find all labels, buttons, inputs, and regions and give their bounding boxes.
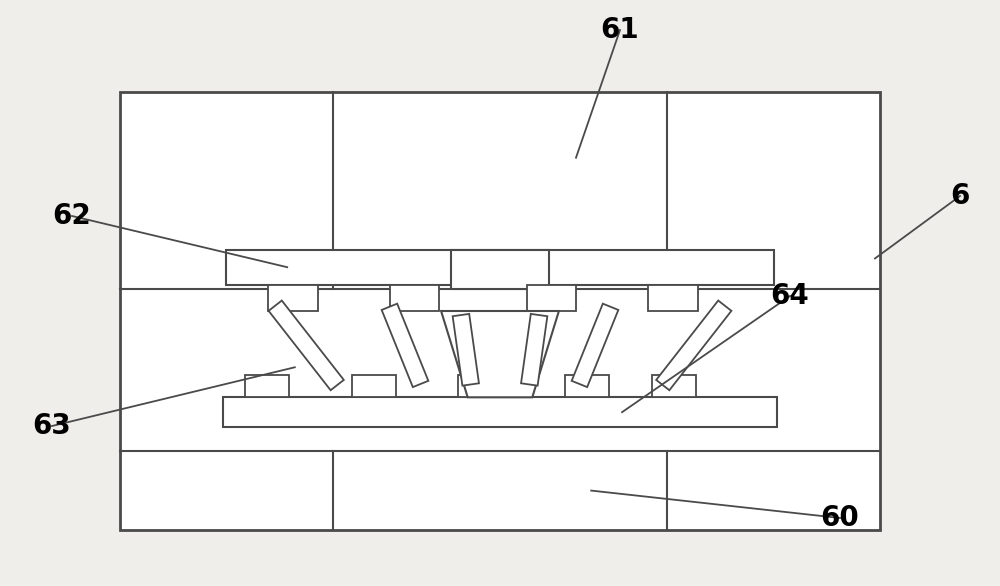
Bar [565,374,609,397]
Polygon shape [441,311,559,397]
Polygon shape [572,304,618,387]
Text: 61: 61 [601,16,639,44]
Bar [352,374,396,397]
Bar [226,250,774,285]
Text: 60: 60 [821,504,859,532]
Polygon shape [453,314,479,386]
Bar [268,285,318,311]
Bar [648,285,698,311]
Text: 62: 62 [53,202,91,230]
Polygon shape [269,301,344,390]
Polygon shape [656,301,731,390]
Polygon shape [382,304,428,387]
Bar [223,397,777,427]
Bar [120,92,880,530]
Bar [527,285,576,311]
Text: 64: 64 [771,282,809,310]
Bar [390,285,439,311]
Text: 6: 6 [950,182,970,210]
Bar [451,250,549,289]
Bar [245,374,289,397]
Bar [652,374,696,397]
Polygon shape [521,314,547,386]
Bar [458,374,502,397]
Text: 63: 63 [33,412,71,440]
